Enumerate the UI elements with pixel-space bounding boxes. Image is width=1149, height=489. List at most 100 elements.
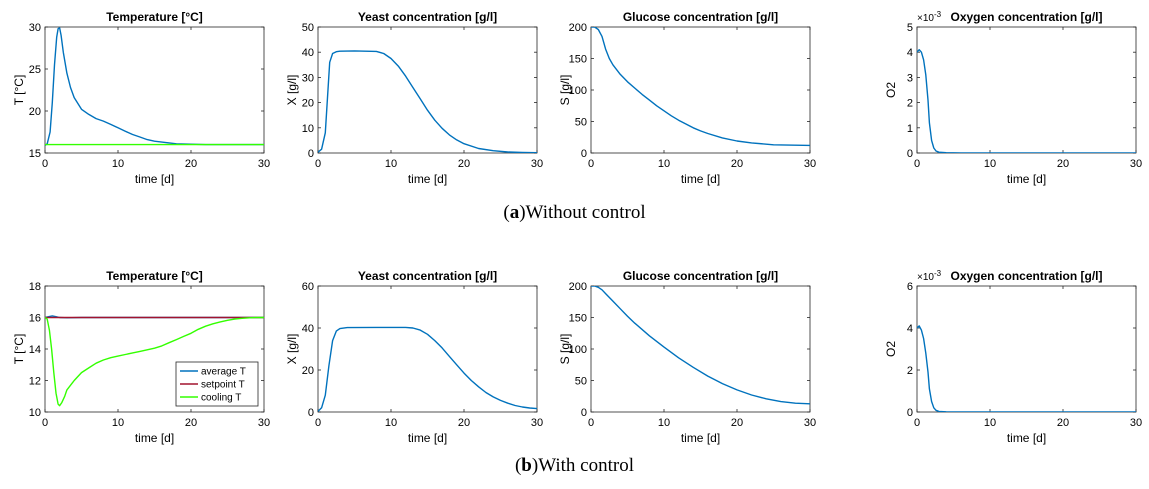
chart-title: Temperature [°C] (106, 10, 203, 24)
x-tick-label: 10 (112, 417, 124, 429)
x-tick-label: 10 (658, 158, 670, 170)
series-group (318, 326, 537, 412)
x-tick-label: 20 (458, 158, 470, 170)
y-axis-label: X [g/l] (285, 334, 299, 365)
x-tick-label: 0 (42, 158, 48, 170)
y-tick-label: 100 (569, 344, 587, 356)
series-group (45, 315, 264, 407)
chart-title: Glucose concentration [g/l] (623, 269, 778, 283)
y-exponent-power: -3 (934, 269, 942, 278)
y-exponent-base: ×10 (917, 13, 934, 24)
x-tick-label: 0 (588, 158, 594, 170)
plot-frame (916, 285, 1137, 413)
x-tick-label: 20 (185, 158, 197, 170)
y-tick-label: 20 (29, 106, 41, 118)
x-tick-label: 0 (42, 417, 48, 429)
series-group (917, 49, 1136, 153)
y-tick-label: 0 (581, 148, 587, 160)
chart-title: Temperature [°C] (106, 269, 203, 283)
x-axis-label: time [d] (681, 172, 720, 186)
series-line-3 (45, 316, 264, 407)
y-tick-label: 40 (302, 47, 314, 59)
plot-frame (317, 285, 538, 413)
y-tick-label: 2 (907, 98, 913, 110)
y-tick-label: 200 (569, 22, 587, 34)
y-axis-label: S [g/l] (558, 334, 572, 365)
x-tick-label: 0 (588, 417, 594, 429)
x-tick-label: 0 (914, 417, 920, 429)
y-tick-label: 200 (569, 281, 587, 293)
caption-b-text: With control (538, 455, 635, 476)
plot-frame (590, 26, 811, 154)
series-group (45, 27, 264, 146)
y-tick-label: 50 (302, 22, 314, 34)
series-line-1 (591, 286, 810, 405)
caption-a: (a)Without control (503, 202, 646, 223)
caption-a-letter: a (509, 202, 520, 223)
caption-a-text: Without control (525, 202, 646, 223)
y-axis-label: X [g/l] (285, 75, 299, 106)
y-tick-label: 15 (29, 148, 41, 160)
y-axis-label: T [°C] (12, 334, 26, 365)
x-tick-label: 30 (531, 417, 543, 429)
caption-b-letter: b (521, 455, 532, 476)
plot-frame (916, 26, 1137, 154)
y-axis-label: T [°C] (12, 75, 26, 106)
y-tick-label: 0 (308, 148, 314, 160)
series-group (318, 50, 537, 153)
x-tick-label: 0 (315, 158, 321, 170)
y-tick-label: 20 (302, 98, 314, 110)
y-tick-label: 10 (302, 123, 314, 135)
x-tick-label: 0 (315, 417, 321, 429)
x-axis-label: time [d] (681, 431, 720, 445)
x-tick-label: 30 (531, 158, 543, 170)
y-tick-label: 3 (907, 72, 913, 84)
series-line-1 (45, 27, 264, 146)
plot-frame (317, 26, 538, 154)
x-tick-label: 10 (984, 158, 996, 170)
y-tick-label: 0 (581, 407, 587, 419)
plot-frame (44, 26, 265, 154)
legend-label-1: average T (201, 367, 246, 378)
series-group (591, 27, 810, 147)
legend-label-2: setpoint T (201, 380, 245, 391)
chart-4: 0 10 20 30 0 1 2 3 4 5 Oxygen concentration [g/l] t… (884, 10, 1142, 186)
series-line-1 (917, 325, 1136, 412)
chart-title: Oxygen concentration [g/l] (950, 10, 1102, 24)
x-axis-label: time [d] (135, 431, 174, 445)
chart-8: 0 10 20 30 0 2 4 6 Oxygen concentration [g/l] tim… (884, 269, 1142, 445)
caption-b: (b)With control (514, 455, 635, 476)
x-tick-label: 10 (984, 417, 996, 429)
x-tick-label: 30 (1130, 417, 1142, 429)
y-tick-label: 20 (302, 365, 314, 377)
chart-title: Oxygen concentration [g/l] (950, 269, 1102, 283)
y-tick-label: 4 (907, 323, 913, 335)
chart-title: Yeast concentration [g/l] (358, 269, 497, 283)
y-tick-label: 30 (29, 22, 41, 34)
y-tick-label: 14 (29, 344, 41, 356)
x-tick-label: 10 (658, 417, 670, 429)
x-axis-label: time [d] (408, 431, 447, 445)
y-tick-label: 18 (29, 281, 41, 293)
series-line-1 (591, 27, 810, 147)
y-tick-label: 6 (907, 281, 913, 293)
x-axis-label: time [d] (1007, 431, 1046, 445)
y-tick-label: 50 (575, 117, 587, 129)
series-line-1 (318, 326, 537, 412)
x-tick-label: 30 (804, 417, 816, 429)
x-tick-label: 30 (1130, 158, 1142, 170)
series-line-1 (318, 50, 537, 153)
y-tick-label: 1 (907, 123, 913, 135)
y-tick-label: 16 (29, 313, 41, 325)
chart-6: 0 10 20 30 0 20 40 60 Yeast concentration [g/l] t… (285, 269, 543, 445)
y-exponent: ×10-3 (917, 269, 942, 283)
y-tick-label: 0 (907, 407, 913, 419)
y-tick-label: 100 (569, 85, 587, 97)
y-tick-label: 0 (907, 148, 913, 160)
y-exponent-base: ×10 (917, 272, 934, 283)
y-axis-label: O2 (884, 341, 898, 357)
y-tick-label: 60 (302, 281, 314, 293)
y-tick-label: 10 (29, 407, 41, 419)
chart-2: 0 10 20 30 0 10 20 30 40 50 Yeast concentration [g… (285, 10, 543, 186)
